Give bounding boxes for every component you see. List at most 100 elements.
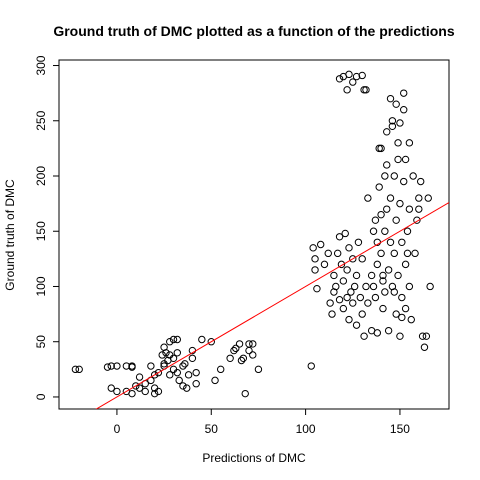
point [339,304,348,313]
y-tick-label: 0 [34,393,48,400]
point [390,172,398,180]
point [188,354,197,362]
y-axis-label: Ground truth of DMC [3,179,17,291]
point [154,387,163,396]
point [341,229,349,238]
point [326,299,334,307]
point [254,365,263,374]
y-tick-label: 150 [34,221,48,241]
point [413,216,421,224]
y-tick-label: 50 [34,335,48,349]
point [360,86,368,94]
point [324,249,332,258]
point [249,351,257,359]
point [396,119,404,127]
point [162,349,170,357]
point [396,199,404,208]
point [416,177,425,186]
point [411,249,419,258]
point [175,376,183,385]
point [373,260,382,269]
point [75,365,83,374]
point [400,106,408,114]
point [183,384,191,392]
point [316,240,325,249]
y-tick-label: 250 [34,110,48,130]
point [394,155,402,164]
point [396,332,404,340]
point [364,194,372,202]
point [422,332,431,340]
point [320,260,329,269]
point [392,310,400,318]
x-tick-label: 50 [205,422,219,436]
point [424,194,432,202]
point [401,155,410,164]
point [420,343,429,351]
point [386,238,395,246]
point [158,351,166,359]
point [343,86,351,94]
point [356,293,365,302]
point [132,382,140,390]
point [400,177,408,186]
point [113,362,121,370]
point [169,335,178,344]
point [245,346,253,355]
point [345,244,353,252]
point [173,349,182,357]
point [173,368,182,377]
point [369,282,378,291]
point [226,354,234,362]
point [211,376,219,385]
point [398,238,406,246]
point [333,249,342,258]
point [239,354,248,362]
point [107,362,115,370]
point [335,233,344,241]
point [128,362,136,370]
point [135,373,144,381]
point [184,371,193,379]
point [235,340,244,348]
point [181,360,189,368]
point [418,332,427,340]
point [401,304,410,313]
point [381,288,389,296]
point [307,362,315,370]
point [390,249,398,258]
point [375,183,383,191]
point [179,382,187,390]
point [354,238,363,246]
x-axis-label: Predictions of DMC [202,451,306,465]
point [337,260,346,269]
point [400,89,408,97]
point [179,362,187,370]
point [415,205,423,213]
point [335,75,344,83]
x-tick-label: 100 [296,422,316,436]
point [313,284,321,293]
point [173,335,182,344]
point [147,362,155,370]
point [377,249,385,258]
point [383,128,391,136]
point [232,344,240,353]
point [71,365,80,374]
point [309,244,317,252]
point [369,227,378,235]
point [377,210,385,219]
point [358,255,366,263]
point [367,271,376,280]
point [352,321,361,329]
point [386,94,395,103]
point [392,100,400,108]
point [150,389,159,398]
point [405,205,414,213]
point [328,310,336,318]
point [383,205,391,213]
point [241,389,249,398]
point [103,363,112,371]
point [154,368,163,377]
